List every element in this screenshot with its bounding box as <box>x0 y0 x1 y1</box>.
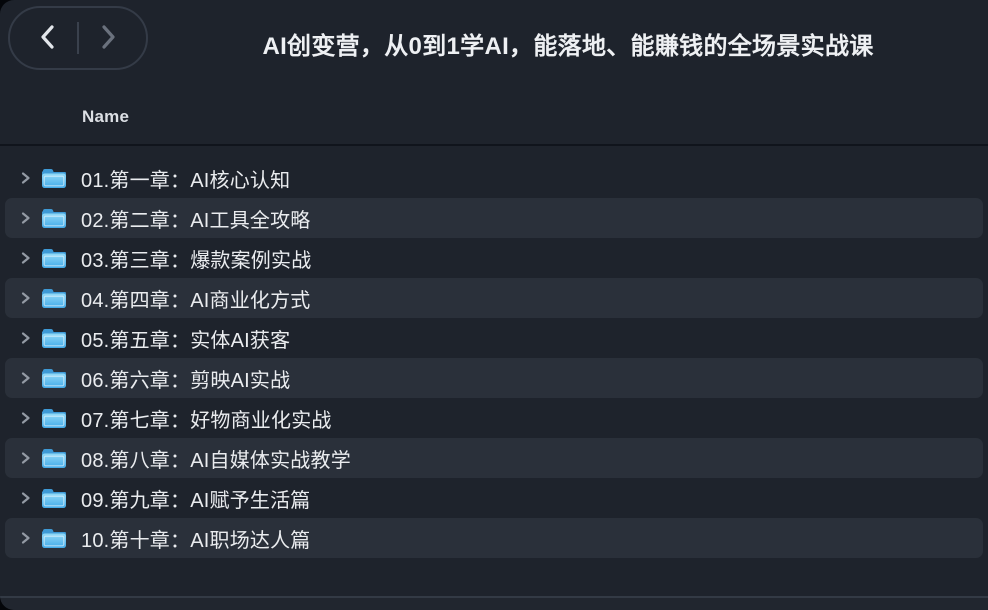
nav-divider <box>77 22 79 54</box>
title-bar: AI创变营，从0到1学AI，能落地、能賺钱的全场景实战课 <box>0 0 988 90</box>
name-column-header[interactable]: Name <box>82 107 130 126</box>
disclosure-chevron-icon[interactable] <box>19 531 32 545</box>
folder-name-label: 02.第二章：AI工具全攻略 <box>81 209 311 232</box>
folder-icon <box>41 487 67 509</box>
disclosure-chevron-icon[interactable] <box>19 411 32 425</box>
table-row[interactable]: 06.第六章：剪映AI实战 <box>5 358 983 398</box>
folder-name-label: 10.第十章：AI职场达人篇 <box>81 529 311 552</box>
folder-name-label: 08.第八章：AI自媒体实战教学 <box>81 449 351 472</box>
folder-name-label: 03.第三章：爆款案例实战 <box>81 249 312 272</box>
column-header-row: Name <box>0 90 988 146</box>
folder-name-label: 05.第五章：实体AI获客 <box>81 329 291 352</box>
window-title: AI创变营，从0到1学AI，能落地、能賺钱的全场景实战课 <box>262 32 874 60</box>
table-row[interactable]: 03.第三章：爆款案例实战 <box>5 238 983 278</box>
title-area: AI创变营，从0到1学AI，能落地、能賺钱的全场景实战课 <box>148 0 988 86</box>
folder-name-label: 07.第七章：好物商业化实战 <box>81 409 332 432</box>
folder-name-label: 09.第九章：AI赋予生活篇 <box>81 489 311 512</box>
disclosure-chevron-icon[interactable] <box>19 291 32 305</box>
forward-button[interactable] <box>79 9 135 67</box>
status-bar <box>0 596 988 610</box>
folder-icon <box>41 367 67 389</box>
folder-list: 01.第一章：AI核心认知 02.第二章：AI工具全攻略 <box>0 146 988 596</box>
disclosure-chevron-icon[interactable] <box>19 451 32 465</box>
chevron-left-icon <box>38 24 60 53</box>
folder-icon <box>41 527 67 549</box>
folder-icon <box>41 287 67 309</box>
table-row[interactable]: 01.第一章：AI核心认知 <box>5 158 983 198</box>
folder-icon <box>41 207 67 229</box>
folder-icon <box>41 327 67 349</box>
table-row[interactable]: 09.第九章：AI赋予生活篇 <box>5 478 983 518</box>
table-row[interactable]: 08.第八章：AI自媒体实战教学 <box>5 438 983 478</box>
nav-buttons <box>8 6 148 70</box>
disclosure-chevron-icon[interactable] <box>19 251 32 265</box>
back-button[interactable] <box>21 9 77 67</box>
disclosure-chevron-icon[interactable] <box>19 331 32 345</box>
table-row[interactable]: 05.第五章：实体AI获客 <box>5 318 983 358</box>
table-row[interactable]: 10.第十章：AI职场达人篇 <box>5 518 983 558</box>
table-row[interactable]: 07.第七章：好物商业化实战 <box>5 398 983 438</box>
disclosure-chevron-icon[interactable] <box>19 491 32 505</box>
disclosure-chevron-icon[interactable] <box>19 171 32 185</box>
table-row[interactable]: 02.第二章：AI工具全攻略 <box>5 198 983 238</box>
disclosure-chevron-icon[interactable] <box>19 211 32 225</box>
chevron-right-icon <box>96 24 118 53</box>
folder-icon <box>41 167 67 189</box>
folder-name-label: 01.第一章：AI核心认知 <box>81 169 291 192</box>
disclosure-chevron-icon[interactable] <box>19 371 32 385</box>
table-row[interactable]: 04.第四章：AI商业化方式 <box>5 278 983 318</box>
folder-name-label: 06.第六章：剪映AI实战 <box>81 369 291 392</box>
folder-icon <box>41 247 67 269</box>
folder-icon <box>41 407 67 429</box>
folder-name-label: 04.第四章：AI商业化方式 <box>81 289 311 312</box>
folder-icon <box>41 447 67 469</box>
